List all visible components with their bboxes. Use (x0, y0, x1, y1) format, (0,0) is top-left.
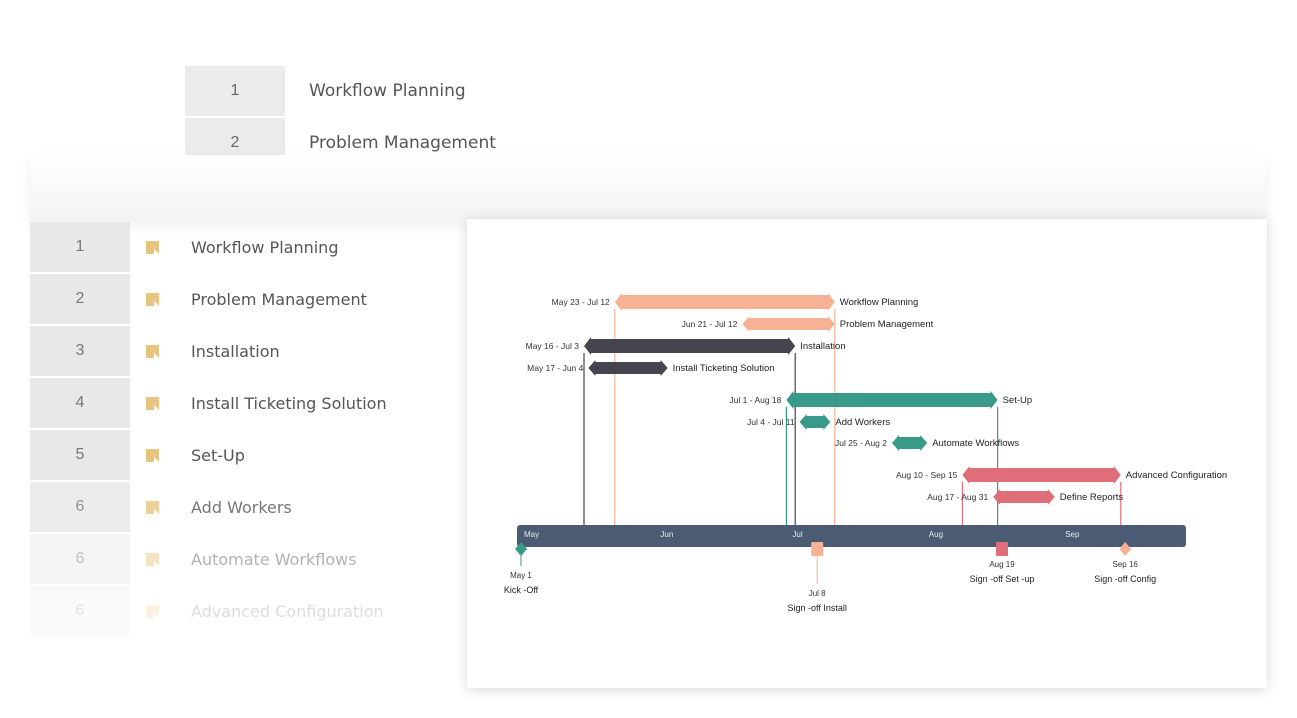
task-bar (786, 391, 998, 409)
milestone-square-icon (811, 542, 824, 556)
task-label: Problem Management (191, 289, 367, 309)
task-dates: May 17 - Jun 4 (527, 363, 583, 373)
task-label: Set-Up (191, 445, 245, 465)
timeline-axis (517, 525, 1186, 547)
background-row: 1 Workflow Planning (185, 66, 466, 116)
task-label: Problem Management (840, 319, 934, 330)
task-dates: Jul 1 - Aug 18 (729, 395, 781, 405)
task-label: Add Workers (835, 417, 890, 428)
task-list-item[interactable]: 1 Workflow Planning (30, 222, 387, 272)
milestone-label: Sign -off Set -up (970, 574, 1035, 584)
task-list-item[interactable]: 2 Problem Management (30, 274, 387, 324)
task-list: 1 Workflow Planning 2 Problem Management 3 In… (30, 222, 387, 638)
gantt-card: May 23 - Jul 12 Workflow Planning Jun 21 -… (467, 219, 1267, 688)
task-label: Automate Workflows (932, 438, 1019, 449)
task-label: Install Ticketing Solution (191, 393, 387, 413)
row-label: Workflow Planning (309, 81, 466, 101)
milestone-date: Aug 19 (989, 560, 1015, 569)
milestone-label: Kick -Off (504, 585, 539, 595)
note-icon (146, 448, 159, 462)
task-dates: Jun 21 - Jul 12 (682, 319, 738, 329)
task-bar (584, 337, 796, 355)
note-icon (146, 604, 159, 618)
milestone-label: Sign -off Config (1094, 574, 1156, 584)
task-bar (892, 435, 928, 451)
task-list-item[interactable]: 5 Set-Up (30, 430, 387, 480)
task-number: 6 (30, 586, 130, 636)
milestone-label: Sign -off Install (788, 603, 847, 613)
task-label: Workflow Planning (191, 237, 339, 257)
task-number: 6 (30, 534, 130, 584)
note-icon (146, 292, 159, 306)
task-dates: May 16 - Jul 3 (526, 341, 580, 351)
row-label: Problem Management (309, 133, 496, 153)
task-dates: May 23 - Jul 12 (552, 297, 610, 307)
task-number: 3 (30, 326, 130, 376)
milestone-diamond-icon (515, 542, 527, 556)
month-tick-label: Jun (660, 530, 673, 539)
month-tick-label: Aug (929, 530, 943, 539)
gantt-chart: May 23 - Jul 12 Workflow Planning Jun 21 -… (504, 293, 1227, 613)
task-list-item[interactable]: 6 Advanced Configuration (30, 586, 387, 636)
milestone-date: Sep 16 (1113, 560, 1139, 569)
milestone-diamond-icon (1119, 542, 1132, 556)
note-icon (146, 240, 159, 254)
note-icon (146, 344, 159, 358)
task-number: 4 (30, 378, 130, 428)
task-list-item[interactable]: 3 Installation (30, 326, 387, 376)
task-bar (742, 316, 835, 332)
task-bar (993, 489, 1055, 505)
task-label: Workflow Planning (840, 297, 919, 308)
task-label: Advanced Configuration (191, 601, 384, 621)
task-list-item[interactable]: 6 Automate Workflows (30, 534, 387, 584)
month-tick-label: May (524, 530, 539, 539)
task-label: Set-Up (1003, 395, 1033, 406)
milestone-date: Jul 8 (809, 589, 826, 598)
month-tick-label: Jul (792, 530, 802, 539)
task-number: 2 (30, 274, 130, 324)
task-list-item[interactable]: 4 Install Ticketing Solution (30, 378, 387, 428)
task-number: 1 (30, 222, 130, 272)
task-dates: Aug 10 - Sep 15 (896, 470, 958, 480)
note-icon (146, 500, 159, 514)
task-label: Installation (800, 341, 845, 352)
task-bar (588, 360, 668, 376)
header-band (30, 155, 1267, 220)
task-dates: Jul 4 - Jul 11 (747, 417, 795, 427)
note-icon (146, 552, 159, 566)
task-list-item[interactable]: 6 Add Workers (30, 482, 387, 532)
month-tick-label: Sep (1065, 530, 1080, 539)
task-bar (799, 414, 831, 430)
task-bar (962, 466, 1121, 484)
task-label: Installation (191, 341, 280, 361)
task-label: Install Ticketing Solution (673, 363, 775, 374)
task-number: 6 (30, 482, 130, 532)
milestone-square-icon (996, 542, 1008, 556)
milestone-date: May 1 (510, 571, 532, 580)
task-dates: Jul 25 - Aug 2 (835, 438, 887, 448)
task-number: 5 (30, 430, 130, 480)
task-dates: Aug 17 - Aug 31 (927, 492, 988, 502)
task-label: Advanced Configuration (1126, 470, 1227, 481)
task-label: Automate Workflows (191, 549, 357, 569)
task-bar (614, 293, 835, 311)
note-icon (146, 396, 159, 410)
row-number: 1 (185, 66, 285, 116)
task-label: Define Reports (1060, 492, 1124, 503)
task-label: Add Workers (191, 497, 292, 517)
